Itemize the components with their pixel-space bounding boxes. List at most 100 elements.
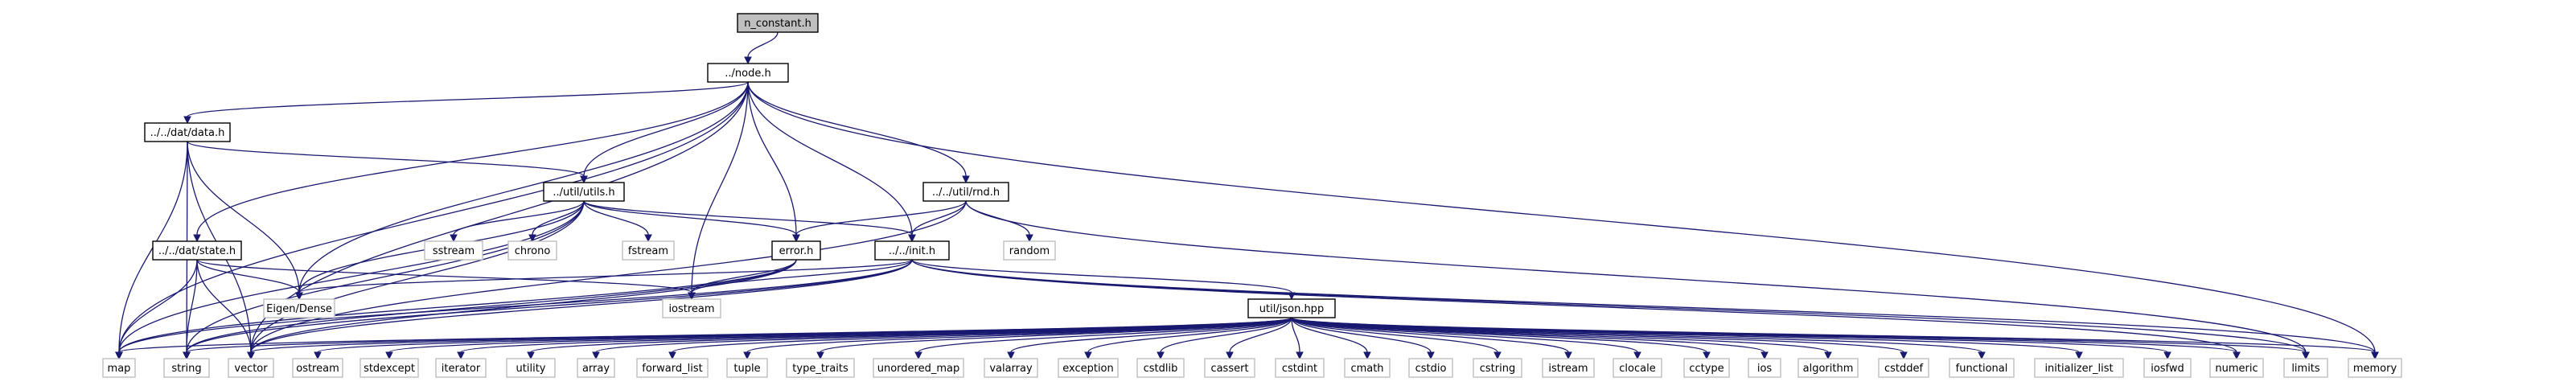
node-label: chrono bbox=[515, 245, 551, 257]
node-rnd[interactable]: ../../util/rnd.h bbox=[922, 182, 1009, 202]
node-label: algorithm bbox=[1803, 363, 1854, 375]
node-cstdint: cstdint bbox=[1275, 358, 1325, 378]
edge-line bbox=[118, 259, 198, 353]
node-utils[interactable]: ../util/utils.h bbox=[543, 182, 625, 202]
edge-json-to-cstring bbox=[1291, 317, 1502, 360]
node-label: error.h bbox=[779, 245, 814, 257]
edge-line bbox=[187, 81, 749, 117]
node-label: ostream bbox=[296, 363, 339, 375]
node-box bbox=[1748, 358, 1781, 378]
edge-layer bbox=[115, 31, 2379, 360]
edge-line bbox=[186, 200, 585, 353]
edge-line bbox=[1291, 317, 1638, 353]
edge-line bbox=[118, 81, 749, 353]
node-box bbox=[622, 240, 675, 261]
node-array: array bbox=[577, 358, 615, 378]
edge-line bbox=[583, 81, 749, 177]
edge-arrowhead bbox=[1633, 351, 1641, 360]
edge-json-to-cmath bbox=[1291, 317, 1371, 360]
edge-arrowhead bbox=[1900, 351, 1908, 360]
edge-arrowhead bbox=[962, 175, 970, 184]
edge-arrowhead bbox=[1226, 351, 1234, 360]
node-forward_list: forward_list bbox=[636, 358, 709, 378]
edge-line bbox=[583, 200, 797, 236]
node-box bbox=[1542, 358, 1595, 378]
node-label: random bbox=[1009, 245, 1050, 257]
edge-arrowhead bbox=[914, 351, 922, 360]
edge-line bbox=[250, 259, 913, 353]
edge-state-to-map bbox=[115, 259, 198, 360]
edge-line bbox=[186, 259, 913, 353]
edge-arrowhead bbox=[115, 351, 123, 360]
edge-line bbox=[911, 259, 2237, 353]
edge-json-to-cassert bbox=[1226, 317, 1292, 360]
node-label: stdexcept bbox=[364, 363, 415, 375]
edge-json-to-cstdint bbox=[1291, 317, 1304, 360]
node-box bbox=[726, 358, 768, 378]
node-label: cstdio bbox=[1415, 363, 1447, 375]
node-box bbox=[2143, 358, 2192, 378]
edge-arrowhead bbox=[2075, 351, 2083, 360]
node-utility: utility bbox=[506, 358, 556, 378]
node-exception: exception bbox=[1058, 358, 1119, 378]
node-unordered_map: unordered_map bbox=[873, 358, 964, 378]
node-box bbox=[1408, 358, 1453, 378]
edge-line bbox=[453, 200, 585, 236]
edge-line bbox=[1291, 317, 1498, 353]
edge-arrowhead bbox=[527, 351, 535, 360]
edge-line bbox=[196, 81, 749, 236]
node-label: cstdint bbox=[1282, 363, 1317, 375]
node-json[interactable]: util/json.hpp bbox=[1247, 298, 1336, 318]
edge-arrowhead bbox=[1824, 351, 1832, 360]
node-box bbox=[543, 182, 625, 202]
edge-utils-to-sstream bbox=[450, 200, 585, 243]
node-label: array bbox=[582, 363, 610, 375]
node-cstddef: cstddef bbox=[1878, 358, 1929, 378]
edge-line bbox=[747, 81, 797, 236]
edge-json-to-exception bbox=[1084, 317, 1292, 360]
edge-line bbox=[187, 141, 585, 177]
edge-arrowhead bbox=[1978, 351, 1986, 360]
edge-root-to-node bbox=[744, 31, 779, 65]
node-root[interactable]: n_constant.h bbox=[737, 13, 819, 33]
edge-arrowhead bbox=[2302, 351, 2310, 360]
node-box bbox=[1136, 358, 1185, 378]
node-box bbox=[1878, 358, 1929, 378]
node-box bbox=[102, 358, 136, 378]
node-istream: istream bbox=[1542, 358, 1595, 378]
edge-line bbox=[1291, 317, 1368, 353]
edge-line bbox=[691, 259, 913, 294]
edge-line bbox=[965, 200, 2307, 353]
edge-init-to-json bbox=[911, 259, 1296, 301]
edge-arrowhead bbox=[1157, 351, 1165, 360]
edge-line bbox=[583, 200, 913, 236]
edge-json-to-unordered_map bbox=[914, 317, 1292, 360]
node-state[interactable]: ../../dat/state.h bbox=[152, 240, 242, 261]
node-label: ios bbox=[1757, 363, 1773, 375]
node-stdexcept: stdexcept bbox=[359, 358, 419, 378]
node-label: cstdlib bbox=[1144, 363, 1178, 375]
edge-line bbox=[747, 81, 913, 236]
edge-line bbox=[1087, 317, 1292, 353]
node-box bbox=[577, 358, 615, 378]
node-box bbox=[1613, 358, 1662, 378]
node-cassert: cassert bbox=[1204, 358, 1255, 378]
node-label: ../util/utils.h bbox=[553, 187, 614, 199]
edge-line bbox=[747, 31, 779, 58]
node-label: iosfwd bbox=[2151, 363, 2184, 375]
node-cmath: cmath bbox=[1344, 358, 1391, 378]
node-node[interactable]: ../node.h bbox=[707, 63, 789, 83]
node-data[interactable]: ../../dat/data.h bbox=[144, 122, 231, 142]
edge-node-to-rnd bbox=[747, 81, 970, 184]
edge-arrowhead bbox=[2233, 351, 2241, 360]
node-algorithm: algorithm bbox=[1797, 358, 1859, 378]
edge-line bbox=[187, 141, 300, 294]
node-box bbox=[144, 122, 231, 142]
node-label: ../../init.h bbox=[889, 245, 935, 257]
node-label: cmath bbox=[1350, 363, 1383, 375]
node-box bbox=[1797, 358, 1859, 378]
edge-line bbox=[186, 259, 198, 353]
node-error[interactable]: error.h bbox=[771, 240, 821, 261]
node-init[interactable]: ../../init.h bbox=[874, 240, 950, 261]
